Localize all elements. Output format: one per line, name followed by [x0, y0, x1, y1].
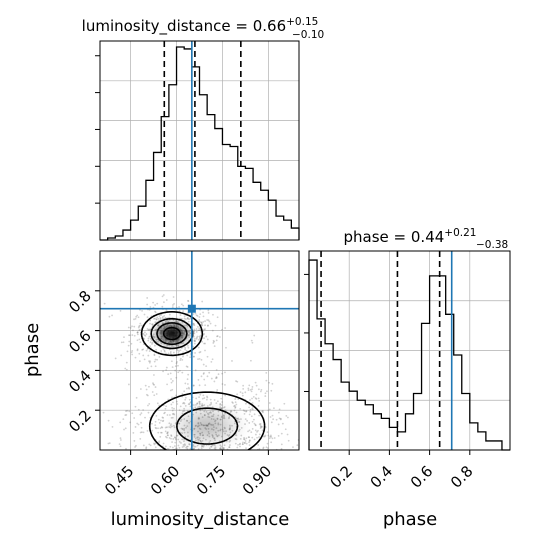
- joint-distribution-panel: 0.45 0.60 0.75 0.90 0.2 0.4 0.6 0.8 luminosity…: [22, 250, 307, 530]
- luminosity-distance-xticks: 0.45 0.60 0.75 0.90: [101, 450, 275, 498]
- luminosity-distance-histogram-steps: [100, 46, 300, 241]
- phase-xtick-label: 0.6: [407, 462, 437, 492]
- luminosity-distance-xtick-label: 0.75: [193, 462, 229, 498]
- phase-histogram-steps: [308, 259, 510, 451]
- luminosity-distance-xtick-label: 0.60: [147, 462, 183, 498]
- phase-ylabel: phase: [22, 323, 43, 377]
- phase-ytick-label: 0.4: [65, 367, 95, 397]
- joint-contour: [156, 322, 188, 346]
- luminosity-distance-xlabel: luminosity_distance: [111, 509, 290, 530]
- phase-xlabel: phase: [383, 509, 437, 530]
- joint-density-image: [100, 251, 299, 450]
- phase-ytick-label: 0.2: [65, 406, 95, 436]
- phase-title-minus: −0.38: [476, 239, 508, 251]
- joint-truth-marker: [187, 304, 196, 313]
- phase-xtick-label: 0.4: [367, 462, 397, 492]
- luminosity-distance-title: luminosity_distance = 0.66+0.15: [82, 16, 319, 36]
- luminosity-distance-title-plus: +0.15: [286, 16, 318, 28]
- luminosity-distance-xtick-label: 0.90: [239, 462, 275, 498]
- phase-ytick-label: 0.6: [65, 327, 95, 357]
- phase-xtick-label: 0.8: [447, 462, 477, 492]
- joint-sample-point: [300, 384, 302, 386]
- phase-yticks: 0.2 0.4 0.6 0.8: [65, 287, 100, 436]
- joint-sample-point: [305, 430, 307, 432]
- luminosity-distance-quantile-lines: [163, 41, 242, 240]
- luminosity-distance-histogram-yticks: [95, 55, 100, 204]
- phase-title-plus: +0.21: [444, 227, 476, 239]
- phase-quantile-lines: [320, 251, 441, 450]
- phase-xtick-label: 0.2: [326, 462, 356, 492]
- joint-sample-point: [301, 404, 303, 406]
- phase-xticks: 0.2 0.4 0.6 0.8: [326, 450, 477, 492]
- phase-ytick-label: 0.8: [65, 287, 95, 317]
- joint-sample-point: [303, 405, 305, 407]
- phase-histogram-yticks: [304, 273, 309, 392]
- phase-title: phase = 0.44+0.21: [344, 227, 477, 246]
- joint-contour: [140, 311, 266, 450]
- luminosity-distance-histogram-panel: luminosity_distance = 0.66+0.15 −0.10: [82, 16, 324, 241]
- joint-contour: [162, 326, 181, 341]
- phase-title-main: phase = 0.44: [344, 228, 445, 246]
- luminosity-distance-title-minus: −0.10: [292, 29, 324, 41]
- luminosity-distance-xtick-label: 0.45: [101, 462, 137, 498]
- luminosity-distance-title-main: luminosity_distance = 0.66: [82, 17, 286, 36]
- phase-histogram-panel: 0.2 0.4 0.6 0.8 phase = 0.44+0.21 −0.38 pha…: [304, 227, 511, 530]
- joint-distribution-density: [100, 251, 299, 450]
